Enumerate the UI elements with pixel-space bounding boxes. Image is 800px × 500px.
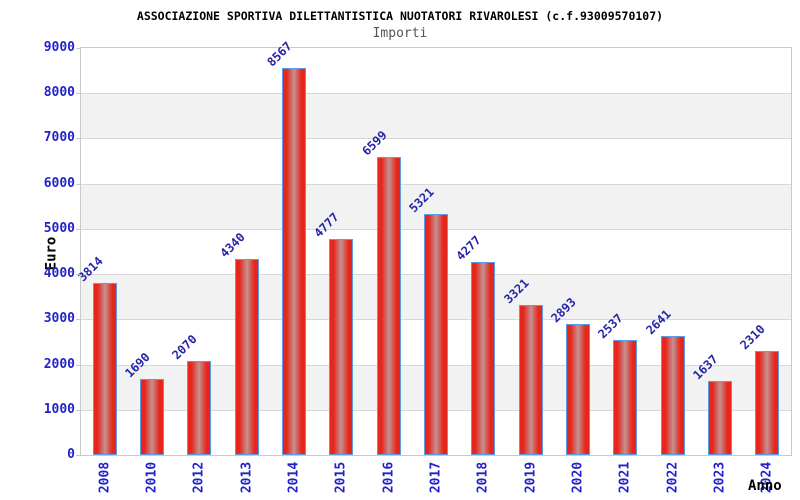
y-tick	[76, 183, 80, 185]
y-tick-label: 5000	[43, 220, 75, 236]
x-tick-label: 2012	[191, 461, 207, 494]
bar	[755, 350, 780, 455]
y-tick	[76, 274, 80, 276]
bar	[140, 378, 164, 455]
gridline	[81, 93, 791, 95]
bar	[376, 156, 401, 455]
y-tick-label: 8000	[43, 85, 75, 101]
bar	[234, 258, 259, 455]
y-tick-label: 7000	[43, 130, 75, 146]
y-tick-label: 2000	[43, 356, 75, 372]
y-tick	[76, 455, 80, 456]
bar	[471, 261, 496, 455]
y-tick-label: 0	[67, 447, 75, 462]
x-tick-label: 2016	[381, 461, 397, 494]
bar	[329, 238, 354, 455]
y-tick	[76, 319, 80, 321]
y-tick	[76, 138, 80, 140]
plot-area	[80, 47, 792, 456]
x-tick-label: 2010	[144, 461, 160, 494]
x-tick-label: 2018	[475, 461, 491, 494]
x-tick-label: 2020	[570, 461, 586, 494]
chart-title: ASSOCIAZIONE SPORTIVA DILETTANTISTICA NU…	[136, 9, 664, 23]
y-tick	[76, 93, 80, 95]
y-tick	[76, 48, 80, 49]
bar	[518, 304, 543, 455]
bar	[613, 340, 638, 455]
y-tick-label: 6000	[43, 175, 75, 191]
x-tick-label: 2021	[617, 461, 633, 494]
x-tick-label: 2008	[97, 461, 113, 494]
grid-band	[81, 93, 791, 139]
y-tick-label: 9000	[43, 40, 75, 55]
bar	[424, 214, 448, 455]
x-tick-label: 2015	[333, 461, 349, 494]
y-tick	[76, 228, 80, 230]
bar	[282, 67, 306, 455]
bar	[708, 380, 732, 455]
x-axis-title: Anno	[748, 478, 782, 494]
bar	[187, 361, 212, 455]
x-tick-label: 2013	[239, 461, 255, 494]
bar	[660, 335, 685, 455]
bar	[92, 282, 117, 455]
x-tick-label: 2019	[523, 461, 539, 494]
bar	[566, 324, 590, 455]
x-tick-label: 2017	[428, 461, 444, 494]
gridline	[81, 183, 791, 185]
x-tick-label: 2014	[286, 461, 302, 494]
chart-subtitle: Importi	[372, 26, 428, 41]
y-tick-label: 1000	[43, 401, 75, 417]
y-tick	[76, 409, 80, 411]
x-tick-label: 2022	[665, 461, 681, 494]
x-tick-label: 2023	[712, 461, 728, 494]
y-tick-label: 3000	[43, 311, 75, 327]
y-tick-label: 4000	[43, 266, 75, 282]
gridline	[81, 138, 791, 140]
y-tick	[76, 364, 80, 366]
